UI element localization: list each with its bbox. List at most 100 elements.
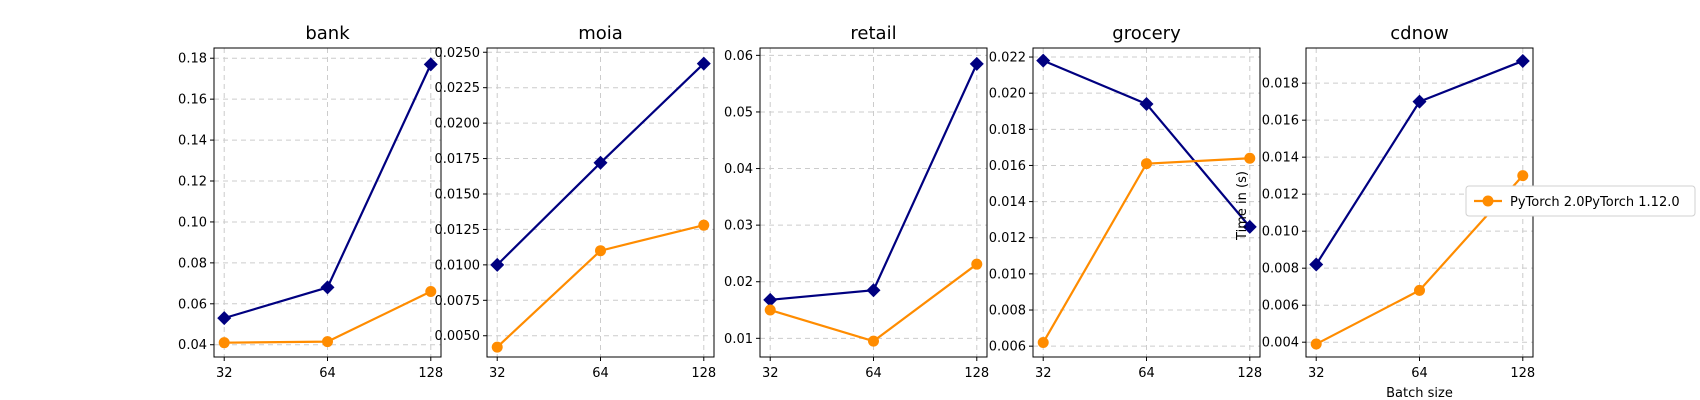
data-point-diamond (763, 292, 778, 307)
x-tick-label: 64 (1411, 366, 1428, 381)
legend-marker (1482, 195, 1494, 207)
data-point-circle (698, 219, 710, 231)
data-point-diamond (1515, 53, 1530, 68)
x-tick-label: 128 (418, 366, 443, 381)
chart-title: bank (305, 23, 350, 44)
axes-frame (759, 47, 988, 358)
data-point-circle (1414, 284, 1425, 296)
y-tick-label: 0.022 (989, 51, 1026, 66)
data-point-circle (971, 258, 983, 270)
y-tick-label: 0.0200 (435, 117, 481, 132)
y-tick-label: 0.04 (724, 162, 753, 177)
y-tick-label: 0.18 (178, 52, 207, 67)
data-point-diamond (1036, 53, 1051, 68)
y-tick-label: 0.14 (178, 134, 207, 149)
data-point-circle (595, 245, 606, 257)
data-point-circle (322, 336, 333, 348)
chart-title: cdnow (1390, 23, 1448, 44)
y-tick-label: 0.16 (178, 93, 207, 108)
data-point-diamond (1139, 97, 1154, 112)
x-tick-label: 128 (1510, 366, 1535, 381)
data-point-circle (1037, 337, 1049, 349)
data-point-diamond (866, 283, 881, 298)
y-tick-label: 0.008 (1262, 262, 1299, 277)
data-point-diamond (423, 57, 438, 72)
data-point-circle (868, 335, 879, 347)
data-point-circle (1244, 152, 1256, 164)
y-tick-label: 0.020 (989, 87, 1026, 102)
legend-label: PyTorch 2.0PyTorch 1.12.0 (1510, 195, 1680, 210)
y-tick-label: 0.004 (1262, 336, 1299, 351)
y-axis-label: Time in (s) (1235, 171, 1250, 241)
data-point-circle (1517, 170, 1529, 182)
y-tick-label: 0.006 (989, 340, 1026, 355)
y-tick-label: 0.12 (178, 175, 207, 190)
y-tick-label: 0.06 (178, 297, 207, 312)
x-tick-label: 128 (691, 366, 716, 381)
y-tick-label: 0.012 (989, 231, 1026, 246)
x-tick-label: 64 (592, 366, 609, 381)
x-tick-label: 64 (1138, 366, 1155, 381)
y-tick-label: 0.05 (724, 105, 753, 120)
data-point-diamond (593, 155, 608, 170)
y-tick-label: 0.010 (1262, 225, 1299, 240)
y-tick-label: 0.014 (989, 195, 1026, 210)
x-tick-label: 32 (1308, 366, 1325, 381)
y-tick-label: 0.0125 (435, 223, 481, 238)
data-point-circle (425, 286, 437, 298)
y-tick-label: 0.04 (178, 338, 207, 353)
legend: PyTorch 2.0PyTorch 1.12.0 (1465, 185, 1696, 217)
x-tick-label: 32 (216, 366, 233, 381)
x-tick-label: 64 (319, 366, 336, 381)
y-tick-label: 0.0225 (435, 81, 481, 96)
legend-box (1465, 185, 1696, 217)
y-tick-label: 0.008 (989, 304, 1026, 319)
x-tick-label: 32 (762, 366, 779, 381)
data-point-diamond (1242, 219, 1257, 234)
x-axis-label: Batch size (1386, 386, 1453, 400)
data-point-diamond (217, 311, 232, 326)
y-tick-label: 0.0250 (435, 46, 481, 61)
chart-panel-grocery: 0.006 0.008 0.010 0.012 0.014 0.016 0.018 0.020… (989, 23, 1262, 381)
y-tick-label: 0.06 (724, 49, 753, 64)
data-point-circle (764, 304, 776, 316)
y-tick-label: 0.03 (724, 219, 753, 234)
y-tick-label: 0.012 (1262, 188, 1299, 203)
chart-title: grocery (1112, 23, 1181, 44)
chart-panel-retail: 0.01 0.02 0.03 0.04 0.05 0.06 32 64 128 retail (724, 23, 989, 381)
y-tick-label: 0.0150 (435, 187, 481, 202)
data-point-diamond (969, 56, 984, 71)
chart-title: retail (850, 23, 896, 44)
y-tick-label: 0.010 (989, 267, 1026, 282)
y-tick-label: 0.02 (724, 275, 753, 290)
data-point-diamond (696, 56, 711, 71)
data-point-circle (1141, 158, 1152, 170)
data-point-diamond (1309, 257, 1324, 272)
y-tick-label: 0.01 (724, 332, 753, 347)
x-tick-label: 128 (1237, 366, 1262, 381)
y-tick-label: 0.014 (1262, 151, 1299, 166)
chart-title: moia (578, 23, 623, 44)
y-tick-label: 0.018 (989, 123, 1026, 138)
y-tick-label: 0.016 (1262, 114, 1299, 129)
axes-frame (213, 47, 442, 358)
x-tick-label: 64 (865, 366, 882, 381)
data-point-diamond (490, 257, 505, 272)
y-tick-label: 0.006 (1262, 299, 1299, 314)
x-tick-label: 32 (1035, 366, 1052, 381)
data-point-circle (218, 337, 230, 349)
series-line-navy (1315, 59, 1524, 266)
x-tick-label: 32 (489, 366, 506, 381)
y-tick-label: 0.0175 (435, 152, 481, 167)
chart-panel-cdnow: 0.004 0.006 0.008 0.010 0.012 0.014 0.016 0.018… (1235, 23, 1535, 400)
y-tick-label: 0.0075 (435, 294, 481, 309)
y-tick-label: 0.0050 (435, 329, 481, 344)
y-tick-label: 0.08 (178, 256, 207, 271)
data-point-diamond (320, 280, 335, 295)
chart-panel-moia: 0.0050 0.0075 0.0100 0.0125 0.0150 0.0175 0.02… (435, 23, 717, 381)
chart-panel-bank: 0.04 0.06 0.08 0.10 0.12 0.14 0.16 0.18 32 64 128 b… (178, 23, 443, 381)
axes-frame (1032, 47, 1261, 358)
y-tick-label: 0.0100 (435, 258, 481, 273)
axes-frame (486, 47, 715, 358)
